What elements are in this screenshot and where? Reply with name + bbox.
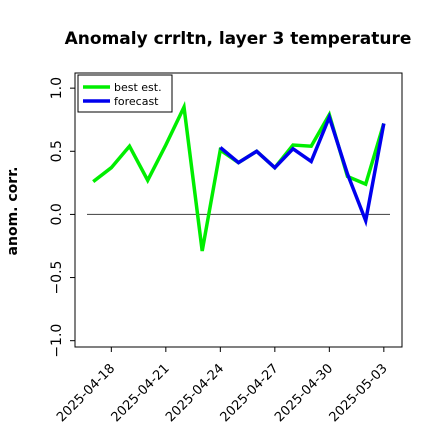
legend-label: best est. <box>114 81 162 94</box>
y-tick-label: −0.5 <box>49 261 65 295</box>
plot-area: −1.0−0.50.00.51.02025-04-182025-04-21202… <box>49 72 403 425</box>
series-line-forecast <box>219 112 386 228</box>
y-tick-label: −1.0 <box>49 324 65 358</box>
y-tick-label: 0.0 <box>49 203 65 225</box>
y-axis-label: anom. corr. <box>5 167 21 256</box>
legend-box <box>77 74 173 113</box>
legend: best est.forecast <box>77 74 173 113</box>
x-tick-label: 2025-05-03 <box>327 361 391 425</box>
y-tick-label: 0.5 <box>49 140 65 162</box>
series-line-best-est- <box>92 100 386 252</box>
legend-label: forecast <box>114 95 159 108</box>
chart-title: Anomaly crrltn, layer 3 temperature <box>65 29 412 49</box>
y-tick-label: 1.0 <box>49 77 65 99</box>
plot-frame <box>74 72 403 348</box>
